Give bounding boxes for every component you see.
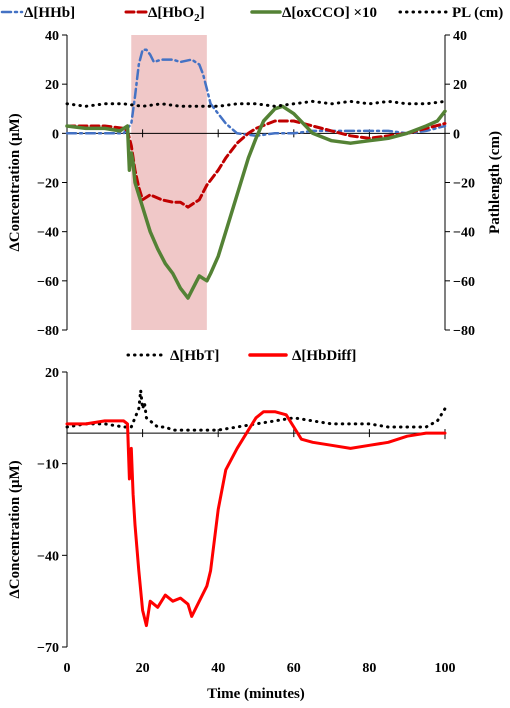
y-tick-label-right: 0 — [453, 127, 460, 142]
legend-label-pl-cm: PL (cm) — [452, 5, 503, 21]
y-axis-label-left: ΔConcentration (μM) — [7, 113, 23, 251]
y-tick-label-left: −20 — [37, 177, 59, 192]
x-tick-label: 0 — [64, 661, 71, 676]
y-axis-label-bottom: ΔConcentration (μM) — [7, 460, 23, 598]
series-line-hbdiff — [65, 410, 447, 628]
y-tick-label-left: 40 — [45, 29, 59, 44]
y-tick-label-right: −20 — [453, 177, 475, 192]
x-tick-label: 60 — [287, 661, 301, 676]
y-tick-label-left: 0 — [52, 127, 59, 142]
x-tick-label: 20 — [136, 661, 150, 676]
y-axis-label-right: Pathlength (cm) — [487, 131, 503, 234]
y-tick-label-left: −40 — [37, 226, 59, 241]
x-axis-label: Time (minutes) — [207, 686, 305, 702]
series-line-hbt — [65, 388, 447, 432]
y-tick-label-bottom: −40 — [37, 549, 59, 564]
series-line-oxcco-10 — [65, 104, 447, 300]
y-tick-label-right: −60 — [453, 275, 475, 290]
x-tick-label: 80 — [362, 661, 376, 676]
legend-label-oxcco-10: Δ[oxCCO] ×10 — [282, 5, 377, 21]
y-tick-label-left: −80 — [37, 324, 59, 339]
series-line-pl-cm — [65, 99, 447, 108]
y-tick-label-left: 20 — [45, 78, 59, 93]
y-tick-label-bottom: −10 — [37, 458, 59, 473]
y-tick-label-bottom: −70 — [37, 641, 59, 656]
legend-label-hbo2: Δ[HbO2] — [148, 5, 205, 24]
y-tick-label-bottom: 20 — [45, 366, 59, 381]
series-line-hbo2 — [65, 119, 447, 209]
y-tick-label-right: −80 — [453, 324, 475, 339]
y-tick-label-right: 20 — [453, 78, 467, 93]
legend-label-hhb: Δ[HHb] — [24, 5, 75, 21]
x-tick-label: 100 — [435, 661, 456, 676]
x-tick-label: 40 — [211, 661, 225, 676]
shaded-region — [131, 35, 207, 330]
legend-label-hbdiff: Δ[HbDiff] — [292, 348, 356, 364]
y-tick-label-right: −40 — [453, 226, 475, 241]
legend-label-hbt: Δ[HbT] — [170, 348, 219, 364]
y-tick-label-left: −60 — [37, 275, 59, 290]
y-tick-label-right: 40 — [453, 29, 467, 44]
series-line-hhb — [65, 48, 447, 138]
